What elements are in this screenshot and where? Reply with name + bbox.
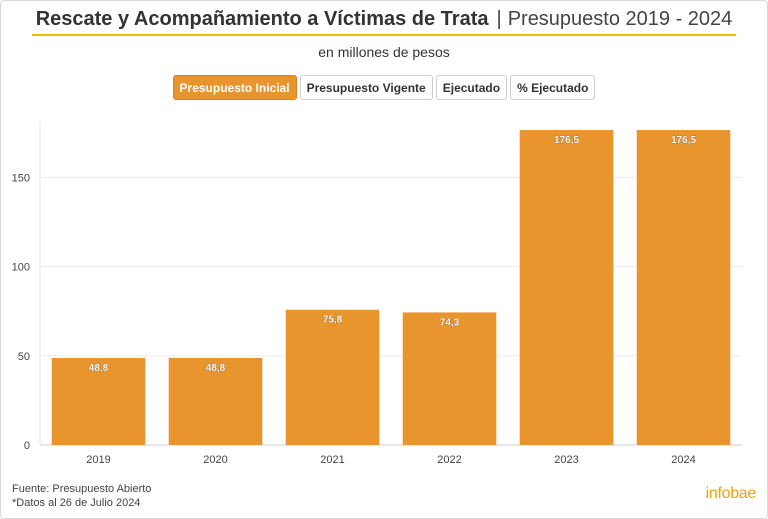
metric-toggle-group: Presupuesto Inicial Presupuesto Vigente … <box>0 75 768 100</box>
title-separator: | <box>496 8 502 30</box>
bar-chart: 0 50 100 150 48,8 2019 48,8 2020 75,8 2021 74,3 202… <box>12 122 742 466</box>
y-tick-label: 50 <box>18 351 30 363</box>
bar-value-label: 176,5 <box>554 135 579 146</box>
date-note: *Datos al 26 de Julio 2024 <box>12 497 141 509</box>
infobae-logo: infobae <box>705 485 757 502</box>
bar <box>285 309 380 445</box>
y-tick-label: 150 <box>12 172 30 184</box>
presupuesto-inicial-button[interactable]: Presupuesto Inicial <box>172 75 297 100</box>
chart-footer: Fuente: Presupuesto Abierto *Datos al 26… <box>12 482 151 510</box>
chart-period: Presupuesto 2019 - 2024 <box>507 8 733 30</box>
bar-value-label: 48,8 <box>89 363 109 374</box>
bar-value-label: 75,8 <box>323 315 343 326</box>
bar-value-label: 176,5 <box>671 135 696 146</box>
bar-value-label: 74,3 <box>440 317 460 328</box>
source-note: Fuente: Presupuesto Abierto <box>12 483 152 495</box>
x-tick-label: 2022 <box>437 454 461 466</box>
bar-value-label: 48,8 <box>206 363 226 374</box>
bar <box>519 130 614 445</box>
chart-title: Rescate y Acompañamiento a Víctimas de T… <box>35 8 489 30</box>
x-tick-label: 2023 <box>554 454 578 466</box>
bar <box>636 130 731 445</box>
bar <box>51 357 146 445</box>
title-line: Rescate y Acompañamiento a Víctimas de T… <box>31 8 737 36</box>
chart-subtitle: en millones de pesos <box>318 44 450 60</box>
chart-header: Rescate y Acompañamiento a Víctimas de T… <box>0 8 768 36</box>
bar <box>168 357 263 445</box>
porcentaje-ejecutado-button[interactable]: % Ejecutado <box>510 75 596 100</box>
x-tick-label: 2020 <box>203 454 227 466</box>
x-tick-label: 2024 <box>671 454 695 466</box>
ejecutado-button[interactable]: Ejecutado <box>435 75 508 100</box>
y-tick-label: 0 <box>24 440 30 452</box>
x-tick-label: 2019 <box>86 454 110 466</box>
bar <box>402 312 497 445</box>
y-tick-label: 100 <box>12 262 30 274</box>
x-tick-label: 2021 <box>320 454 344 466</box>
presupuesto-vigente-button[interactable]: Presupuesto Vigente <box>299 75 433 100</box>
